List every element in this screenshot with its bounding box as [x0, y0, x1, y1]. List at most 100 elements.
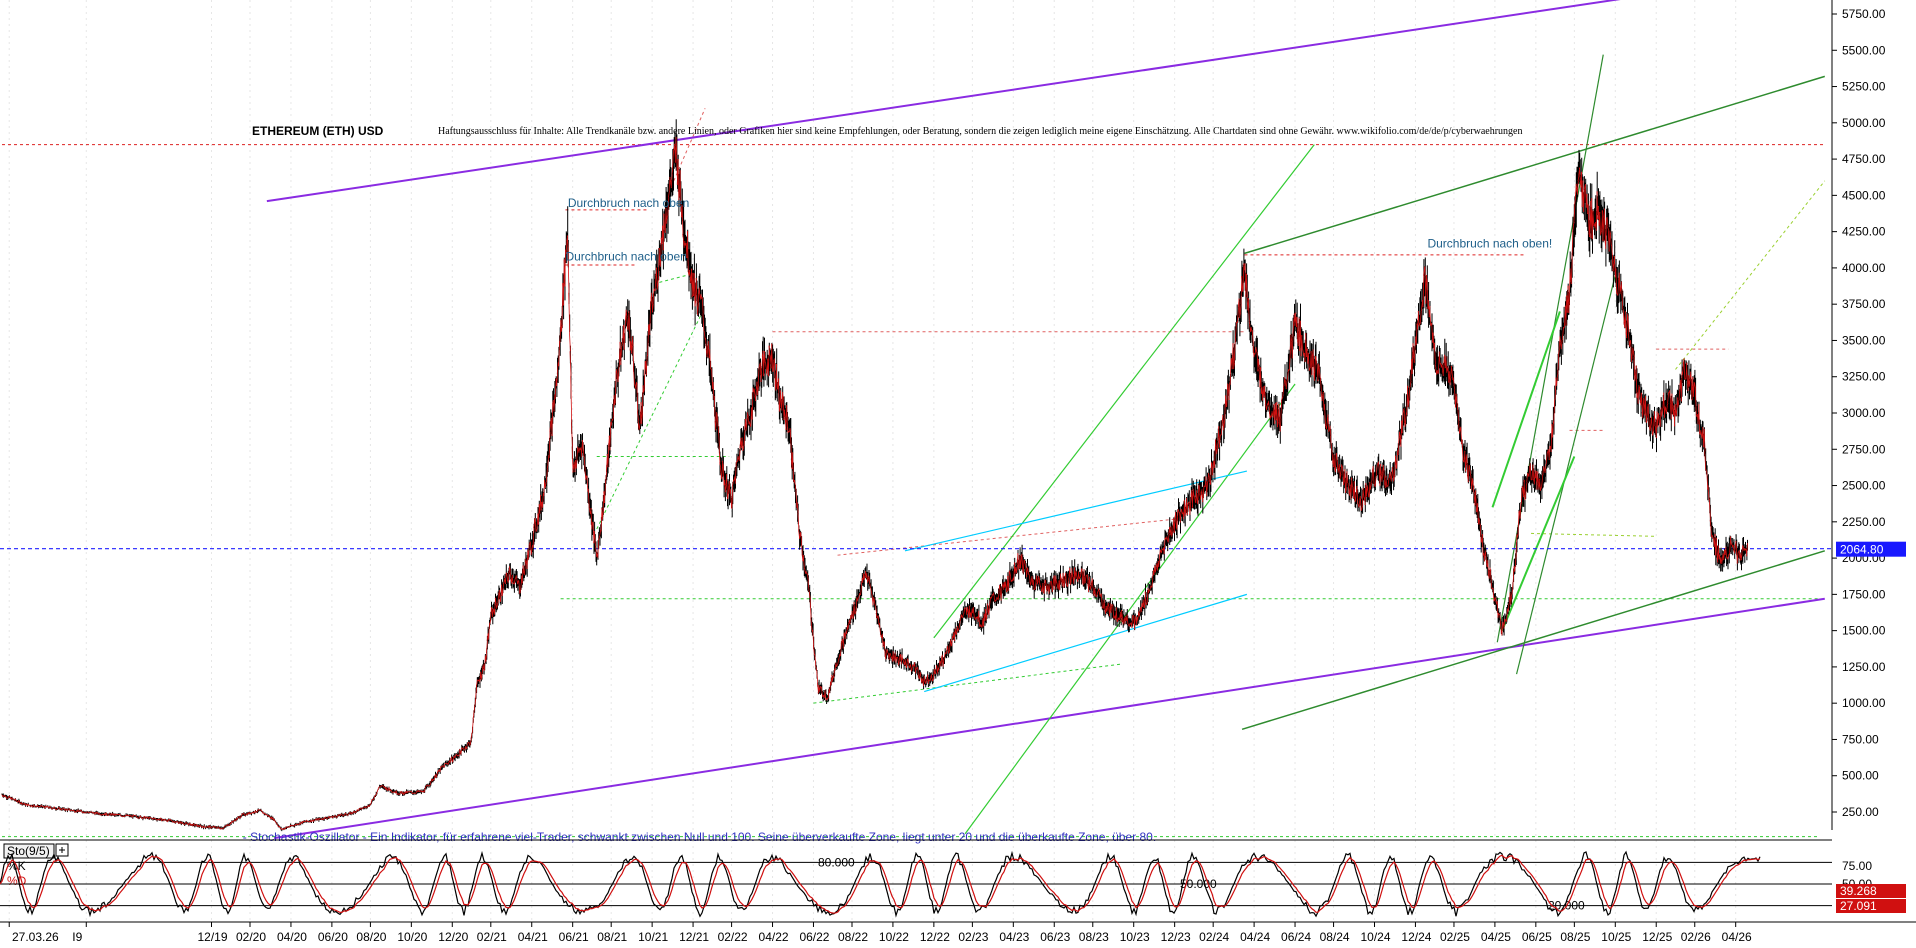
trendline-11 — [924, 593, 1248, 693]
stoch-level-label-50: 50.000 — [1180, 877, 1217, 891]
time-tick-label-29: 06/24 — [1281, 930, 1311, 944]
price-tick-label-10: 2750.00 — [1842, 442, 1886, 456]
dashed-line-16 — [1675, 180, 1826, 370]
time-tick-label-17: 06/22 — [799, 930, 829, 944]
trendline-2 — [1244, 75, 1825, 255]
price-tick-label-2: 750.00 — [1842, 732, 1879, 746]
time-tick-label-25: 10/23 — [1120, 930, 1150, 944]
time-tick-label-7: 10/20 — [397, 930, 427, 944]
time-tick-label-37: 10/25 — [1601, 930, 1631, 944]
stoch-d-line — [0, 854, 1761, 914]
stoch-d-readout-bg — [1836, 899, 1906, 913]
time-tick-label-39: 02/26 — [1681, 930, 1711, 944]
price-tick-label-19: 5000.00 — [1842, 116, 1886, 130]
time-tick-label-30: 08/24 — [1320, 930, 1350, 944]
price-tick-label-21: 5500.00 — [1842, 43, 1886, 57]
time-tick-label-36: 08/25 — [1560, 930, 1590, 944]
dashed-line-8 — [673, 108, 706, 182]
stoch-k-line — [0, 850, 1761, 918]
time-tick-label-28: 04/24 — [1240, 930, 1270, 944]
trendline-6 — [933, 144, 1315, 639]
time-tick-label-6: 08/20 — [356, 930, 386, 944]
trendline-4 — [1496, 54, 1604, 643]
time-tick-label-40: 04/26 — [1722, 930, 1752, 944]
time-tick-label-32: 12/24 — [1401, 930, 1431, 944]
time-tick-label-14: 12/21 — [679, 930, 709, 944]
trendline-10 — [904, 470, 1248, 552]
price-tick-label-4: 1250.00 — [1842, 660, 1886, 674]
time-tick-label-1: I9 — [72, 930, 82, 944]
trendlines — [0, 0, 1832, 840]
price-tick-label-14: 3750.00 — [1842, 297, 1886, 311]
time-tick-label-23: 06/23 — [1040, 930, 1070, 944]
time-tick-label-12: 08/21 — [597, 930, 627, 944]
price-tick-label-22: 5750.00 — [1842, 7, 1886, 21]
stoch-level-label-80: 80.000 — [818, 855, 855, 869]
trendline-3 — [1241, 550, 1825, 731]
time-tick-label-8: 12/20 — [438, 930, 468, 944]
stoch-label-box[interactable] — [3, 843, 55, 859]
time-tick-label-10: 04/21 — [518, 930, 548, 944]
time-tick-label-18: 08/22 — [838, 930, 868, 944]
time-tick-label-3: 02/20 — [236, 930, 266, 944]
current-price-label: 2064.80 — [1840, 543, 1884, 557]
time-tick-label-26: 12/23 — [1161, 930, 1191, 944]
time-tick-label-16: 04/22 — [759, 930, 789, 944]
time-tick-label-20: 12/22 — [920, 930, 950, 944]
price-axis: 250.00 500.00 750.00 1000.00 1250.00 1500.00 1… — [1832, 7, 1886, 819]
annotation-3: - Stochastik-Oszillator - Ein Indikator,… — [243, 830, 1156, 844]
time-tick-label-4: 04/20 — [277, 930, 307, 944]
stoch-k-readout-bg — [1836, 884, 1906, 898]
time-tick-label-33: 02/25 — [1440, 930, 1470, 944]
time-tick-label-34: 04/25 — [1481, 930, 1511, 944]
trendline-8 — [1491, 311, 1561, 508]
price-tick-label-8: 2250.00 — [1842, 515, 1886, 529]
price-tick-label-18: 4750.00 — [1842, 152, 1886, 166]
dashed-line-13 — [813, 663, 1122, 704]
price-tick-label-17: 4500.00 — [1842, 188, 1886, 202]
trendline-9 — [1501, 456, 1576, 632]
time-tick-label-2: 12/19 — [197, 930, 227, 944]
time-tick-label-9: 02/21 — [477, 930, 507, 944]
trendline-0 — [266, 0, 1621, 203]
price-tick-label-1: 500.00 — [1842, 769, 1879, 783]
annotation-1: Durchbruch nach oben — [565, 250, 686, 264]
price-tick-label-13: 3500.00 — [1842, 333, 1886, 347]
dashed-line-7 — [837, 518, 1178, 556]
stoch-d-readout: 27.091 — [1840, 899, 1877, 913]
time-tick-label-21: 02/23 — [958, 930, 988, 944]
price-tick-label-0: 250.00 — [1842, 805, 1879, 819]
price-tick-label-9: 2500.00 — [1842, 479, 1886, 493]
price-tick-label-12: 3250.00 — [1842, 370, 1886, 384]
time-tick-label-5: 06/20 — [318, 930, 348, 944]
trendline-7 — [964, 383, 1296, 835]
price-close-line — [1, 137, 1748, 830]
time-tick-label-24: 08/23 — [1079, 930, 1109, 944]
annotations: Durchbruch nach oben Durchbruch nach oben… — [243, 196, 1552, 844]
dashed-line-11 — [596, 311, 704, 530]
time-tick-label-19: 10/22 — [879, 930, 909, 944]
time-tick-label-31: 10/24 — [1361, 930, 1391, 944]
current-price-tag: 2064.80 — [1836, 541, 1906, 557]
price-tick-label-15: 4000.00 — [1842, 261, 1886, 275]
time-tick-label-38: 12/25 — [1642, 930, 1672, 944]
price-tick-label-6: 1750.00 — [1842, 587, 1886, 601]
time-tick-label-0: 27.03.26 — [12, 930, 59, 944]
price-tick-label-3: 1000.00 — [1842, 696, 1886, 710]
stoch-label: Sto(9/5) — [7, 844, 50, 858]
time-tick-label-27: 02/24 — [1199, 930, 1229, 944]
price-tick-label-16: 4250.00 — [1842, 225, 1886, 239]
price-tick-label-5: 1500.00 — [1842, 624, 1886, 638]
current-price-tag-bg — [1836, 541, 1906, 557]
time-tick-label-15: 02/22 — [718, 930, 748, 944]
price-tick-label-20: 5250.00 — [1842, 80, 1886, 94]
price-tick-label-11: 3000.00 — [1842, 406, 1886, 420]
time-tick-label-11: 06/21 — [559, 930, 589, 944]
stoch-d-legend: %D — [7, 874, 27, 888]
chart-title: ETHEREUM (ETH) USD — [252, 124, 384, 138]
disclaimer-text: Haftungsausschluss für Inhalte: Alle Tre… — [438, 126, 1523, 137]
stoch-k-readout: 39.268 — [1840, 884, 1877, 898]
